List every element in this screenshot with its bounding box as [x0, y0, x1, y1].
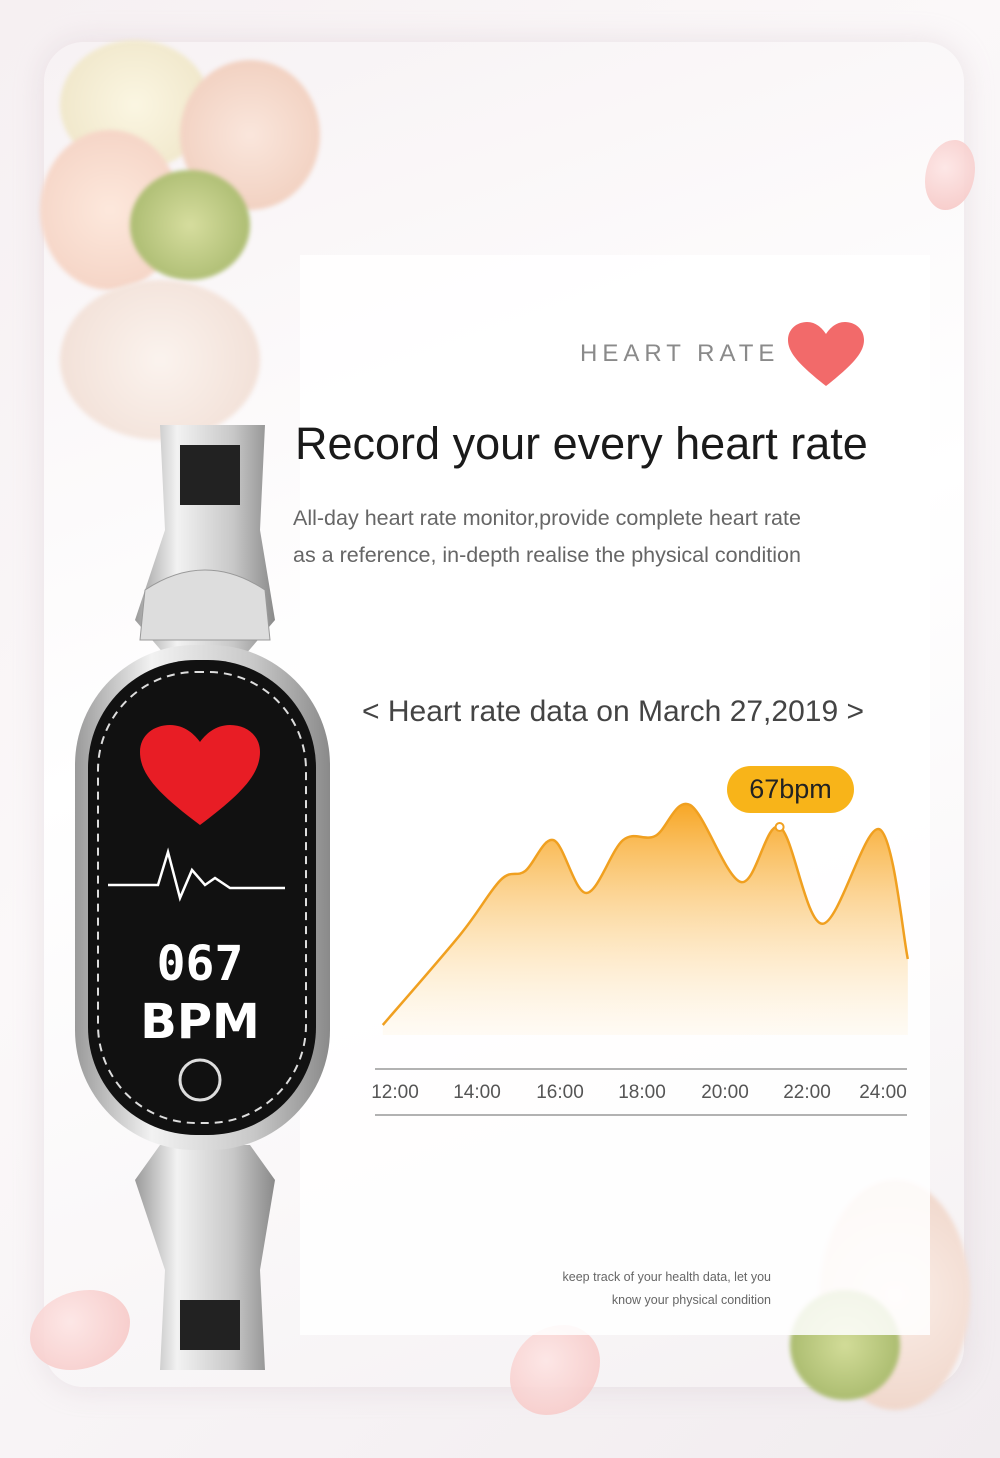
headline: Record your every heart rate [295, 418, 868, 469]
watch-bpm-unit: BPM [140, 994, 260, 1050]
area-fill [382, 803, 908, 1035]
highlight-point [774, 822, 785, 832]
smart-bracelet-image [75, 425, 330, 1370]
x-tick-label: 14:00 [453, 1082, 501, 1103]
flower-decoration [130, 170, 250, 280]
flower-decoration [60, 280, 260, 440]
x-tick-label: 22:00 [783, 1082, 831, 1103]
x-tick-label: 12:00 [371, 1082, 419, 1103]
highlight-badge: 67bpm [727, 766, 854, 813]
description-line: All-day heart rate monitor,provide compl… [293, 506, 801, 530]
watch-screen-reading: 067 BPM [70, 935, 330, 1051]
footer-note: keep track of your health data, let you … [563, 1266, 771, 1312]
series-line [381, 802, 910, 1026]
footer-note-line: know your physical condition [611, 1293, 771, 1307]
footer-note-line: keep track of your health data, let you [562, 1270, 771, 1284]
heart-icon [788, 322, 864, 386]
description-line: as a reference, in-depth realise the phy… [293, 543, 801, 567]
section-label: HEART RATE [580, 340, 780, 367]
x-tick-label: 18:00 [618, 1082, 666, 1103]
chart-title: < Heart rate data on March 27,2019 > [362, 695, 864, 728]
x-tick-label: 24:00 [859, 1082, 907, 1103]
x-tick-label: 20:00 [701, 1082, 749, 1103]
watch-bpm-value: 067 [156, 936, 244, 992]
x-tick-label: 16:00 [536, 1082, 584, 1103]
description: All-day heart rate monitor,provide compl… [293, 500, 933, 574]
